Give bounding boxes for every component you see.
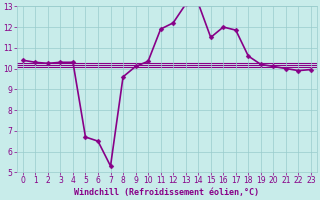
X-axis label: Windchill (Refroidissement éolien,°C): Windchill (Refroidissement éolien,°C): [74, 188, 260, 197]
